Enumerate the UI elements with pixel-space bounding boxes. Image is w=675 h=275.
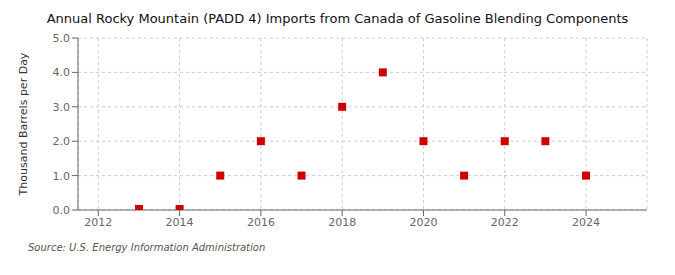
svg-text:2018: 2018: [328, 216, 356, 229]
svg-text:2024: 2024: [572, 216, 600, 229]
svg-text:2016: 2016: [247, 216, 275, 229]
svg-text:4.0: 4.0: [53, 66, 71, 79]
svg-text:2012: 2012: [84, 216, 112, 229]
svg-text:2014: 2014: [166, 216, 194, 229]
svg-text:0.0: 0.0: [53, 204, 71, 217]
svg-text:2020: 2020: [409, 216, 437, 229]
html-text:Source: U.S. Energy Informatio: Source: U.S. Energy Information Administ…: [28, 242, 266, 253]
svg-text:Thousand Barrels per Day: Thousand Barrels per Day: [17, 52, 30, 196]
svg-text:2.0: 2.0: [53, 135, 71, 148]
svg-text:5.0: 5.0: [53, 32, 71, 45]
svg-text:2022: 2022: [491, 216, 519, 229]
html-text:Annual Rocky Mountain (PADD 4): Annual Rocky Mountain (PADD 4) Imports f…: [46, 11, 629, 26]
svg-text:3.0: 3.0: [53, 101, 71, 114]
svg-text:1.0: 1.0: [53, 170, 71, 183]
